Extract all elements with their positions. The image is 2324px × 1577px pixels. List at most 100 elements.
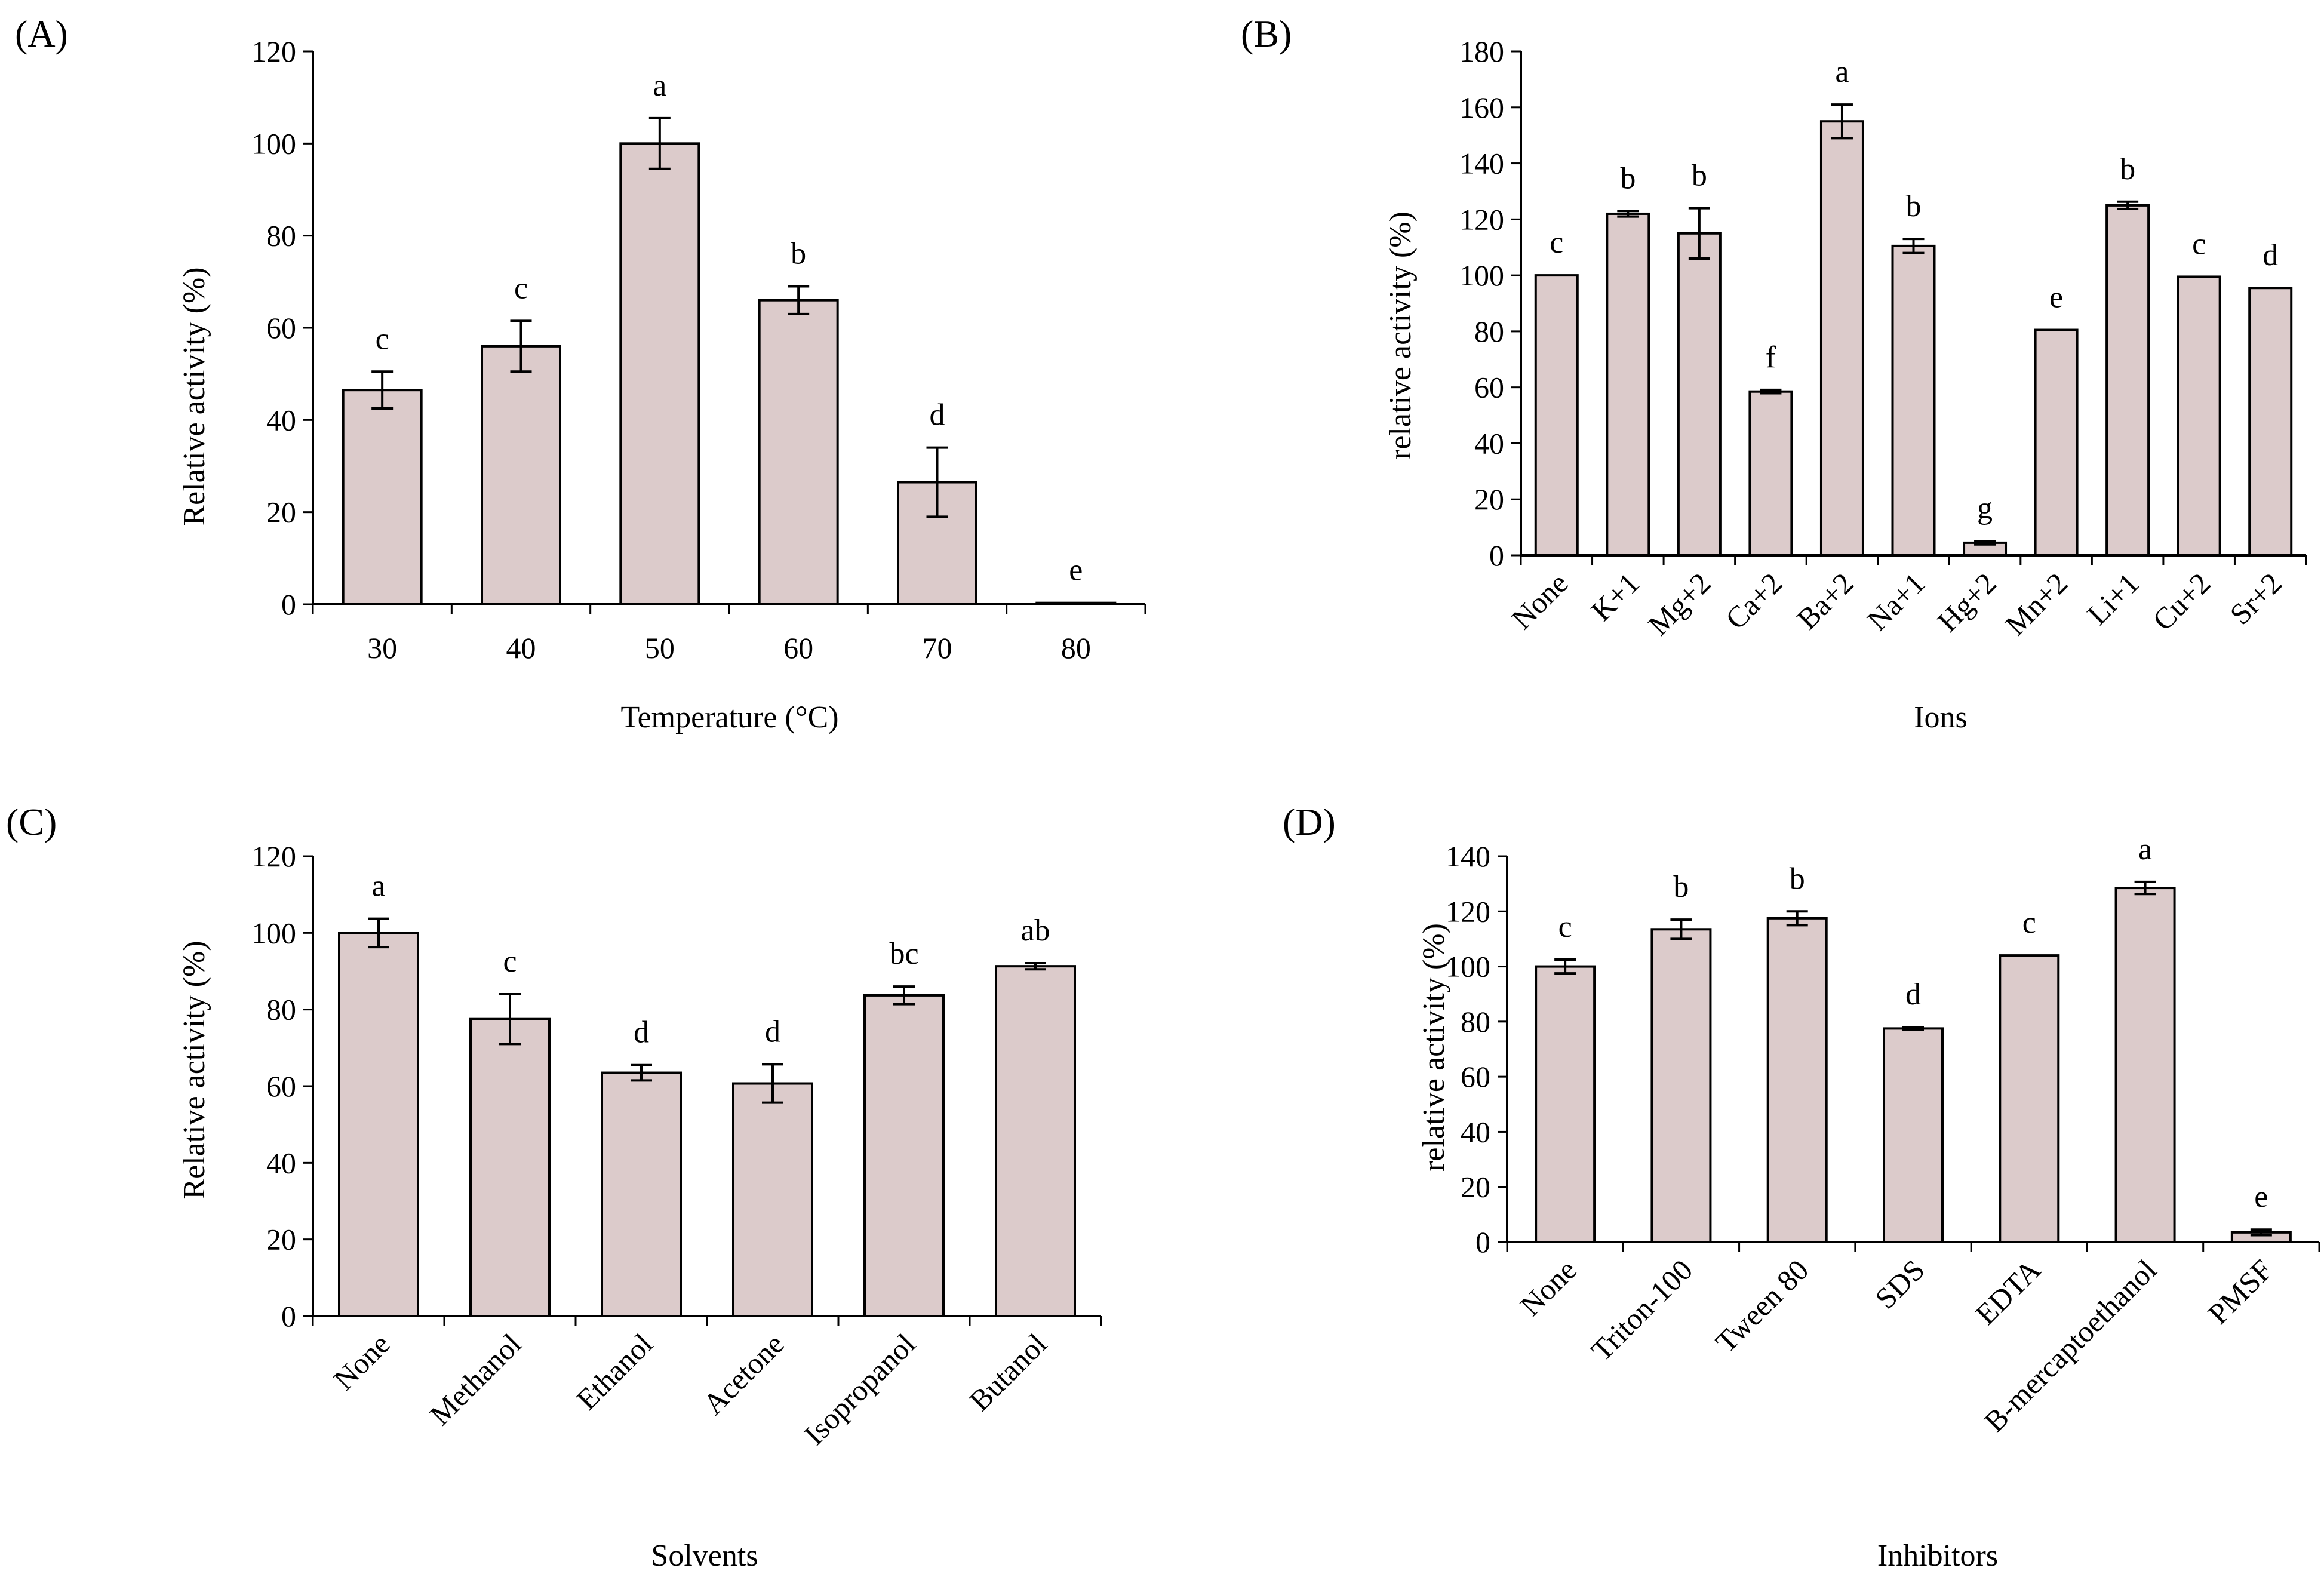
- panel-b-significance-label-2: b: [1692, 159, 1707, 193]
- panel-d-label: (D): [1283, 801, 1336, 843]
- panel-d-y-tick-label: 40: [1461, 1115, 1490, 1148]
- panel-b-bar-0: [1534, 274, 1579, 557]
- panel-b-category-label-9: Cu+2: [2146, 566, 2217, 637]
- panel-c-significance-label-5: ab: [1020, 914, 1050, 948]
- panel-b-y-tick-label: 20: [1474, 482, 1504, 516]
- panel-b-y-tick-label: 180: [1459, 35, 1504, 68]
- panel-d-y-tick-label: 80: [1461, 1005, 1490, 1038]
- panel-d-significance-label-6: e: [2254, 1180, 2268, 1214]
- panel-b-bar-9: [2177, 275, 2221, 557]
- panel-b-category-label-3: Ca+2: [1719, 566, 1788, 635]
- panel-a-significance-label-4: d: [930, 398, 945, 432]
- panel-d-y-tick-label: 20: [1461, 1170, 1490, 1204]
- panel-b-category-label-7: Mn+2: [1999, 566, 2074, 641]
- panel-a-significance-label-2: a: [653, 69, 666, 103]
- panel-b-category-label-5: Na+1: [1861, 566, 1931, 637]
- panel-d-category-label-3: SDS: [1868, 1253, 1930, 1315]
- panel-a: (A) Relative activity (%) Temperature (°…: [15, 13, 1146, 734]
- panel-d-category-label-4: EDTA: [1969, 1253, 2047, 1331]
- panel-d-category-label-1: Triton-100: [1585, 1253, 1699, 1367]
- panel-b-y-tick-label: 40: [1474, 426, 1504, 460]
- panel-d-significance-label-2: b: [1790, 862, 1805, 896]
- panel-a-y-tick-label: 120: [251, 35, 296, 68]
- panel-b-label: (B): [1241, 13, 1292, 55]
- panel-c-y-tick-label: 100: [251, 916, 296, 949]
- panel-b-significance-label-0: c: [1550, 226, 1563, 260]
- panel-c-bar-5: [995, 965, 1076, 1317]
- panel-a-significance-label-3: b: [791, 237, 806, 271]
- panel-c-y-tick-label: 40: [266, 1146, 296, 1179]
- panel-d-x-axis-title: Inhibitors: [1877, 1539, 1998, 1573]
- panel-d: (D) relative activity (%) Inhibitors 0 20…: [1283, 801, 2320, 1573]
- panel-a-significance-label-0: c: [376, 322, 389, 356]
- panel-b-significance-label-6: g: [1977, 491, 1993, 525]
- panel-a-significance-label-1: c: [514, 271, 528, 305]
- panel-c-bar-4: [863, 994, 945, 1318]
- panel-d-significance-label-4: c: [2022, 906, 2036, 940]
- panel-a-y-tick-label: 80: [266, 219, 296, 253]
- panel-c-bar-2: [601, 1071, 682, 1317]
- panel-b-bar-7: [2034, 328, 2079, 557]
- panel-c-label: (C): [6, 801, 57, 843]
- panel-d-y-tick-label: 140: [1446, 840, 1490, 873]
- panel-c-bar-0: [338, 932, 419, 1318]
- panel-b-significance-label-4: a: [1835, 55, 1849, 89]
- panel-d-significance-label-1: b: [1673, 870, 1689, 904]
- panel-c-category-label-5: Butanol: [963, 1327, 1053, 1418]
- panel-c-y-tick-label: 20: [266, 1223, 296, 1256]
- panel-b-x-axis-title: Ions: [1914, 700, 1968, 734]
- panel-d-y-axis-title: relative activity (%): [1417, 923, 1451, 1172]
- panel-d-y-tick-label: 60: [1461, 1060, 1490, 1093]
- panel-c-significance-label-1: c: [503, 945, 517, 979]
- panel-b-category-label-6: Hg+2: [1930, 566, 2002, 638]
- panel-b-bar-3: [1748, 390, 1793, 557]
- panel-d-significance-label-0: c: [1558, 910, 1572, 944]
- panel-b-category-label-1: K+1: [1584, 566, 1646, 628]
- panel-c-x-axis-title: Solvents: [651, 1539, 758, 1573]
- panel-b-significance-label-8: b: [2120, 152, 2135, 186]
- panel-b-bar-2: [1677, 232, 1722, 557]
- panel-a-category-label-3: 60: [783, 631, 813, 665]
- panel-d-y-tick-label: 0: [1475, 1225, 1490, 1259]
- panel-b-bar-4: [1819, 120, 1864, 557]
- panel-b-significance-label-3: f: [1766, 340, 1776, 374]
- panel-d-category-label-6: PMSF: [2202, 1253, 2279, 1330]
- panel-c-y-tick-label: 120: [251, 840, 296, 873]
- panel-a-category-label-1: 40: [506, 631, 536, 665]
- panel-b-significance-label-9: c: [2192, 227, 2206, 261]
- panel-b-y-tick-label: 0: [1489, 539, 1504, 572]
- panel-c-category-label-3: Acetone: [696, 1327, 790, 1421]
- panel-a-label: (A): [15, 13, 68, 55]
- panel-a-bar-5: [1035, 601, 1117, 605]
- panel-b-category-label-0: None: [1505, 566, 1574, 635]
- panel-b-category-label-4: Ba+2: [1790, 566, 1859, 635]
- panel-d-bar-1: [1650, 928, 1712, 1243]
- panel-d-bar-2: [1766, 917, 1828, 1243]
- panel-b-significance-label-10: d: [2262, 238, 2278, 272]
- panel-c-category-label-0: None: [327, 1327, 396, 1396]
- panel-d-y-tick-label: 120: [1446, 894, 1490, 928]
- panel-a-y-tick-label: 100: [251, 127, 296, 160]
- panel-c-y-tick-label: 60: [266, 1069, 296, 1103]
- panel-b-y-tick-label: 160: [1459, 91, 1504, 124]
- panel-c-bar-3: [732, 1082, 813, 1317]
- panel-d-bar-5: [2114, 887, 2176, 1244]
- panel-a-bar-2: [619, 142, 700, 606]
- panel-b-y-tick-label: 120: [1459, 202, 1504, 236]
- panel-c-category-label-1: Methanol: [423, 1327, 528, 1431]
- panel-c-bar-1: [469, 1017, 551, 1318]
- panel-a-bar-0: [342, 389, 423, 605]
- panel-b-bar-10: [2248, 287, 2293, 557]
- panel-b-y-tick-label: 100: [1459, 259, 1504, 292]
- panel-a-y-tick-label: 0: [281, 588, 296, 621]
- panel-b-significance-label-1: b: [1620, 161, 1636, 195]
- panel-b-y-tick-label: 80: [1474, 315, 1504, 348]
- panel-b-bar-1: [1606, 212, 1650, 557]
- panel-a-bar-3: [758, 299, 839, 605]
- panel-c-category-label-4: Isopropanol: [797, 1327, 921, 1451]
- panel-d-y-tick-label: 100: [1446, 950, 1490, 983]
- panel-b-significance-label-5: b: [1906, 189, 1922, 223]
- panel-d-bar-3: [1883, 1027, 1944, 1243]
- panel-b-y-tick-label: 60: [1474, 371, 1504, 404]
